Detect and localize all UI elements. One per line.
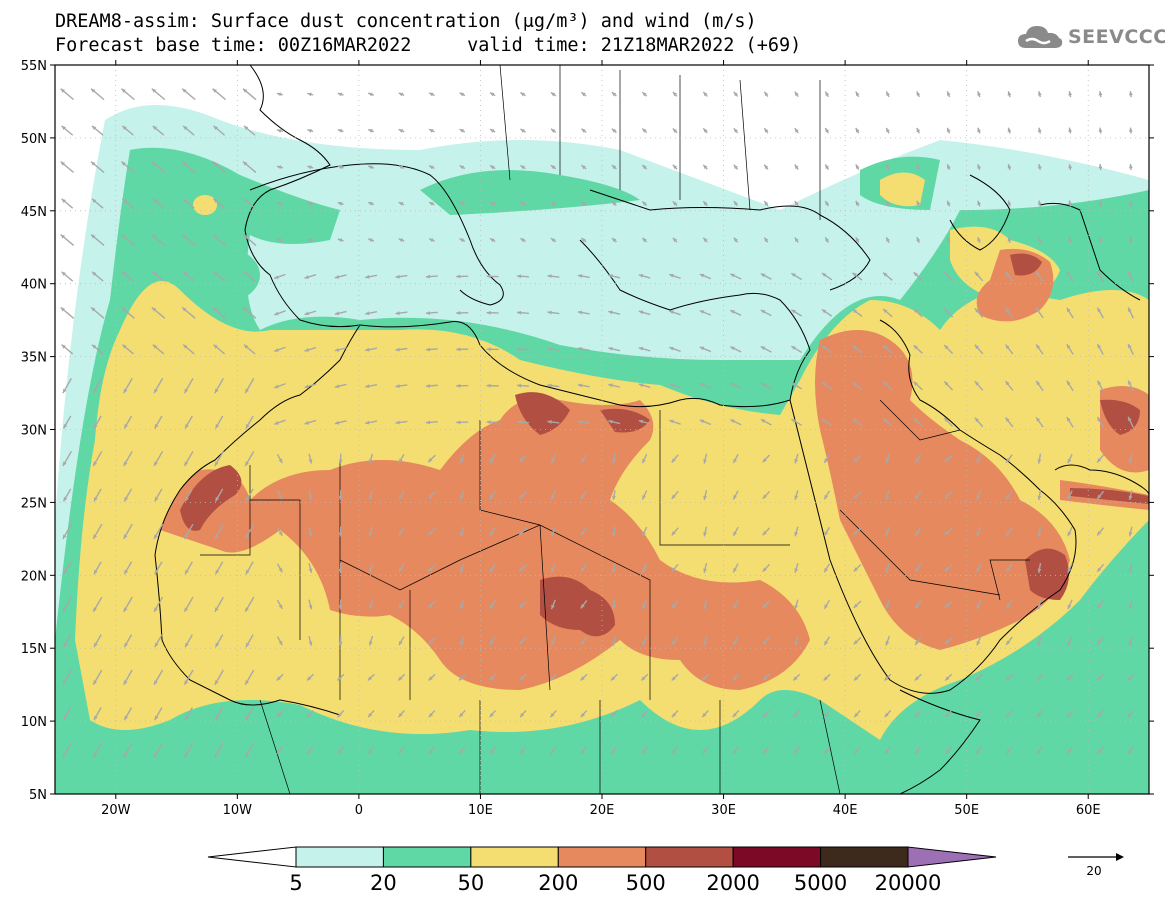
dust-band-500-2000 <box>180 253 1149 637</box>
wind-reference: 20 <box>1068 853 1124 878</box>
colorbar-level-label: 500 <box>626 871 666 895</box>
colorbar-level-label: 5000 <box>794 871 847 895</box>
colorbar-segment <box>557 846 647 868</box>
colorbar-level-label: 200 <box>538 871 578 895</box>
lon-tick-label: 60E <box>1076 803 1101 818</box>
colorbar-segment <box>382 846 472 868</box>
lat-tick-label: 45N <box>21 205 47 220</box>
coastlines <box>154 65 1149 794</box>
dust-band-200-500 <box>160 248 1149 690</box>
lat-tick-label: 25N <box>21 496 47 511</box>
logo-text: SEEVCCC <box>1068 26 1165 48</box>
lat-tick-label: 35N <box>21 351 47 366</box>
cloud-icon <box>1018 26 1063 48</box>
wind-arrows <box>60 88 1135 758</box>
wind-reference-label: 20 <box>1086 864 1101 878</box>
axis-ticks <box>50 60 1154 799</box>
lat-tick-label: 20N <box>21 569 47 584</box>
colorbar-level-label: 2000 <box>706 871 759 895</box>
colorbar-level-label: 5 <box>289 871 302 895</box>
lon-tick-label: 10E <box>468 803 493 818</box>
lat-tick-label: 50N <box>21 132 47 147</box>
colorbar-level-label: 50 <box>457 871 484 895</box>
colorbar-level-label: 20 <box>370 871 397 895</box>
map-title: DREAM8-assim: Surface dust concentration… <box>55 11 757 32</box>
lat-tick-label: 40N <box>21 278 47 293</box>
lat-tick-label: 10N <box>21 715 47 730</box>
colorbar-segment <box>295 846 384 868</box>
lat-tick-label: 5N <box>29 788 47 803</box>
seevccc-logo: SEEVCCC <box>1016 22 1165 52</box>
lat-tick-label: 30N <box>21 424 47 439</box>
lat-tick-label: 55N <box>21 59 47 74</box>
colorbar-segment <box>732 846 822 868</box>
lon-tick-label: 20W <box>101 803 131 818</box>
lon-tick-label: 10W <box>223 803 253 818</box>
lon-tick-label: 20E <box>590 803 615 818</box>
latitude-labels: 55N 50N 45N 40N 35N 30N 25N 20N 15N 10N 5N <box>21 59 47 803</box>
dust-fields <box>55 65 1149 794</box>
colorbar-segment <box>470 846 559 868</box>
map-subtitle: Forecast base time: 00Z16MAR2022 valid t… <box>55 35 802 56</box>
colorbar-under-triangle <box>207 846 297 868</box>
lon-tick-label: 0 <box>355 803 363 818</box>
lon-tick-label: 50E <box>954 803 979 818</box>
colorbar-level-label: 20000 <box>875 871 942 895</box>
colorbar-segment <box>645 846 734 868</box>
colorbar: 5 20 50 200 500 2000 5000 20000 <box>207 846 997 895</box>
colorbar-segment <box>820 846 909 868</box>
colorbar-over-triangle <box>907 846 997 868</box>
arrow-head <box>1116 853 1124 861</box>
lon-tick-label: 30E <box>711 803 736 818</box>
longitude-labels: 20W 10W 0 10E 20E 30E 40E 50E 60E <box>101 803 1101 818</box>
lon-tick-label: 40E <box>833 803 858 818</box>
lat-tick-label: 15N <box>21 642 47 657</box>
